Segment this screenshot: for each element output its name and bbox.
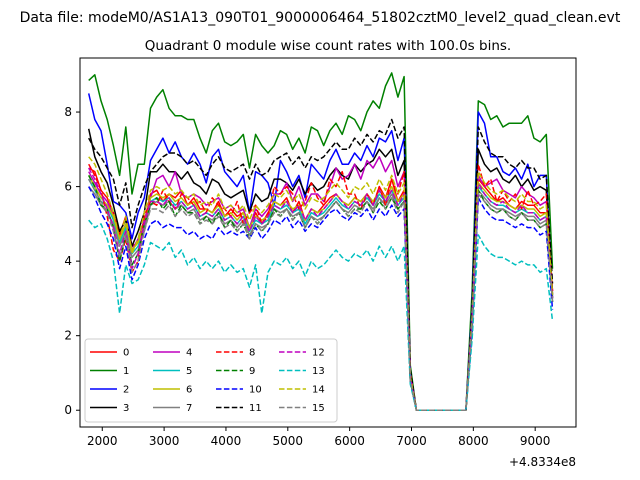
plot-frame bbox=[79, 57, 577, 428]
y-tick-label: 4 bbox=[64, 254, 72, 268]
legend-label-10: 10 bbox=[249, 385, 262, 396]
legend-label-8: 8 bbox=[249, 348, 255, 359]
y-tick-label: 8 bbox=[64, 105, 72, 119]
x-tick-label: 6000 bbox=[334, 434, 365, 448]
legend-label-13: 13 bbox=[312, 366, 325, 377]
legend-label-2: 2 bbox=[123, 385, 129, 396]
series-line-2 bbox=[87, 93, 554, 411]
x-tick-label: 9000 bbox=[520, 434, 551, 448]
series-line-12 bbox=[88, 167, 554, 411]
y-tick-label: 6 bbox=[64, 180, 72, 194]
series-line-15 bbox=[88, 178, 554, 411]
x-tick-label: 8000 bbox=[458, 434, 489, 448]
legend-label-14: 14 bbox=[312, 385, 325, 396]
legend-label-12: 12 bbox=[312, 348, 325, 359]
legend-label-6: 6 bbox=[186, 385, 192, 396]
x-axis-offset-label: +4.8334e8 bbox=[509, 455, 576, 469]
x-tick-label: 3000 bbox=[149, 434, 180, 448]
y-axis: 0 2 4 6 8 bbox=[64, 105, 80, 417]
series-line-11 bbox=[88, 118, 554, 411]
legend-label-11: 11 bbox=[249, 403, 262, 414]
figure-suptitle: Data file: modeM0/AS1A13_090T01_90000064… bbox=[20, 10, 621, 26]
legend-label-9: 9 bbox=[249, 366, 255, 377]
chart-title: Quadrant 0 module wise count rates with … bbox=[145, 38, 511, 54]
legend-label-5: 5 bbox=[186, 366, 192, 377]
x-axis: 2000 3000 4000 5000 6000 7000 8000 9000 bbox=[87, 427, 550, 448]
x-tick-label: 7000 bbox=[396, 434, 427, 448]
legend-label-7: 7 bbox=[186, 403, 192, 414]
y-tick-label: 0 bbox=[64, 403, 72, 417]
x-tick-label: 4000 bbox=[211, 434, 242, 448]
legend-label-15: 15 bbox=[312, 403, 325, 414]
legend-label-0: 0 bbox=[123, 348, 129, 359]
series-lines bbox=[87, 72, 554, 411]
legend-label-4: 4 bbox=[186, 348, 192, 359]
y-tick-label: 2 bbox=[64, 329, 72, 343]
series-line-13 bbox=[88, 219, 554, 411]
legend-frame bbox=[84, 338, 338, 423]
legend-label-3: 3 bbox=[123, 403, 129, 414]
x-tick-label: 2000 bbox=[87, 434, 118, 448]
legend-label-1: 1 bbox=[123, 366, 129, 377]
x-tick-label: 5000 bbox=[273, 434, 304, 448]
